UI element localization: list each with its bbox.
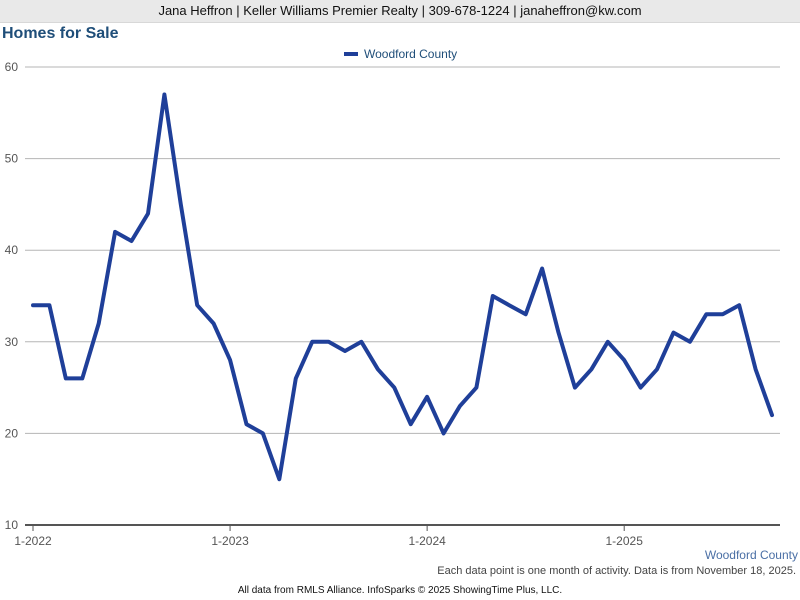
y-tick-label: 50 xyxy=(5,152,19,166)
x-tick-label: 1-2023 xyxy=(211,534,249,548)
page-title: Homes for Sale xyxy=(2,25,119,42)
series-line-woodford-county xyxy=(31,92,774,482)
x-tick-label: 1-2022 xyxy=(14,534,52,548)
y-tick-label: 60 xyxy=(5,60,19,74)
data-note: Each data point is one month of activity… xyxy=(437,565,796,577)
y-tick-label: 40 xyxy=(5,243,19,257)
contact-header: Jana Heffron | Keller Williams Premier R… xyxy=(0,0,800,23)
legend-label: Woodford County xyxy=(364,47,457,61)
x-tick-label: 1-2024 xyxy=(408,534,446,548)
source-credit: All data from RMLS Alliance. InfoSparks … xyxy=(237,585,563,596)
y-tick-label: 10 xyxy=(5,518,19,532)
contact-line: Jana Heffron | Keller Williams Premier R… xyxy=(158,3,642,18)
series-caption: Woodford County xyxy=(704,548,798,562)
y-tick-label: 30 xyxy=(5,335,19,349)
y-tick-label: 20 xyxy=(5,426,19,440)
x-tick-label: 1-2025 xyxy=(606,534,644,548)
